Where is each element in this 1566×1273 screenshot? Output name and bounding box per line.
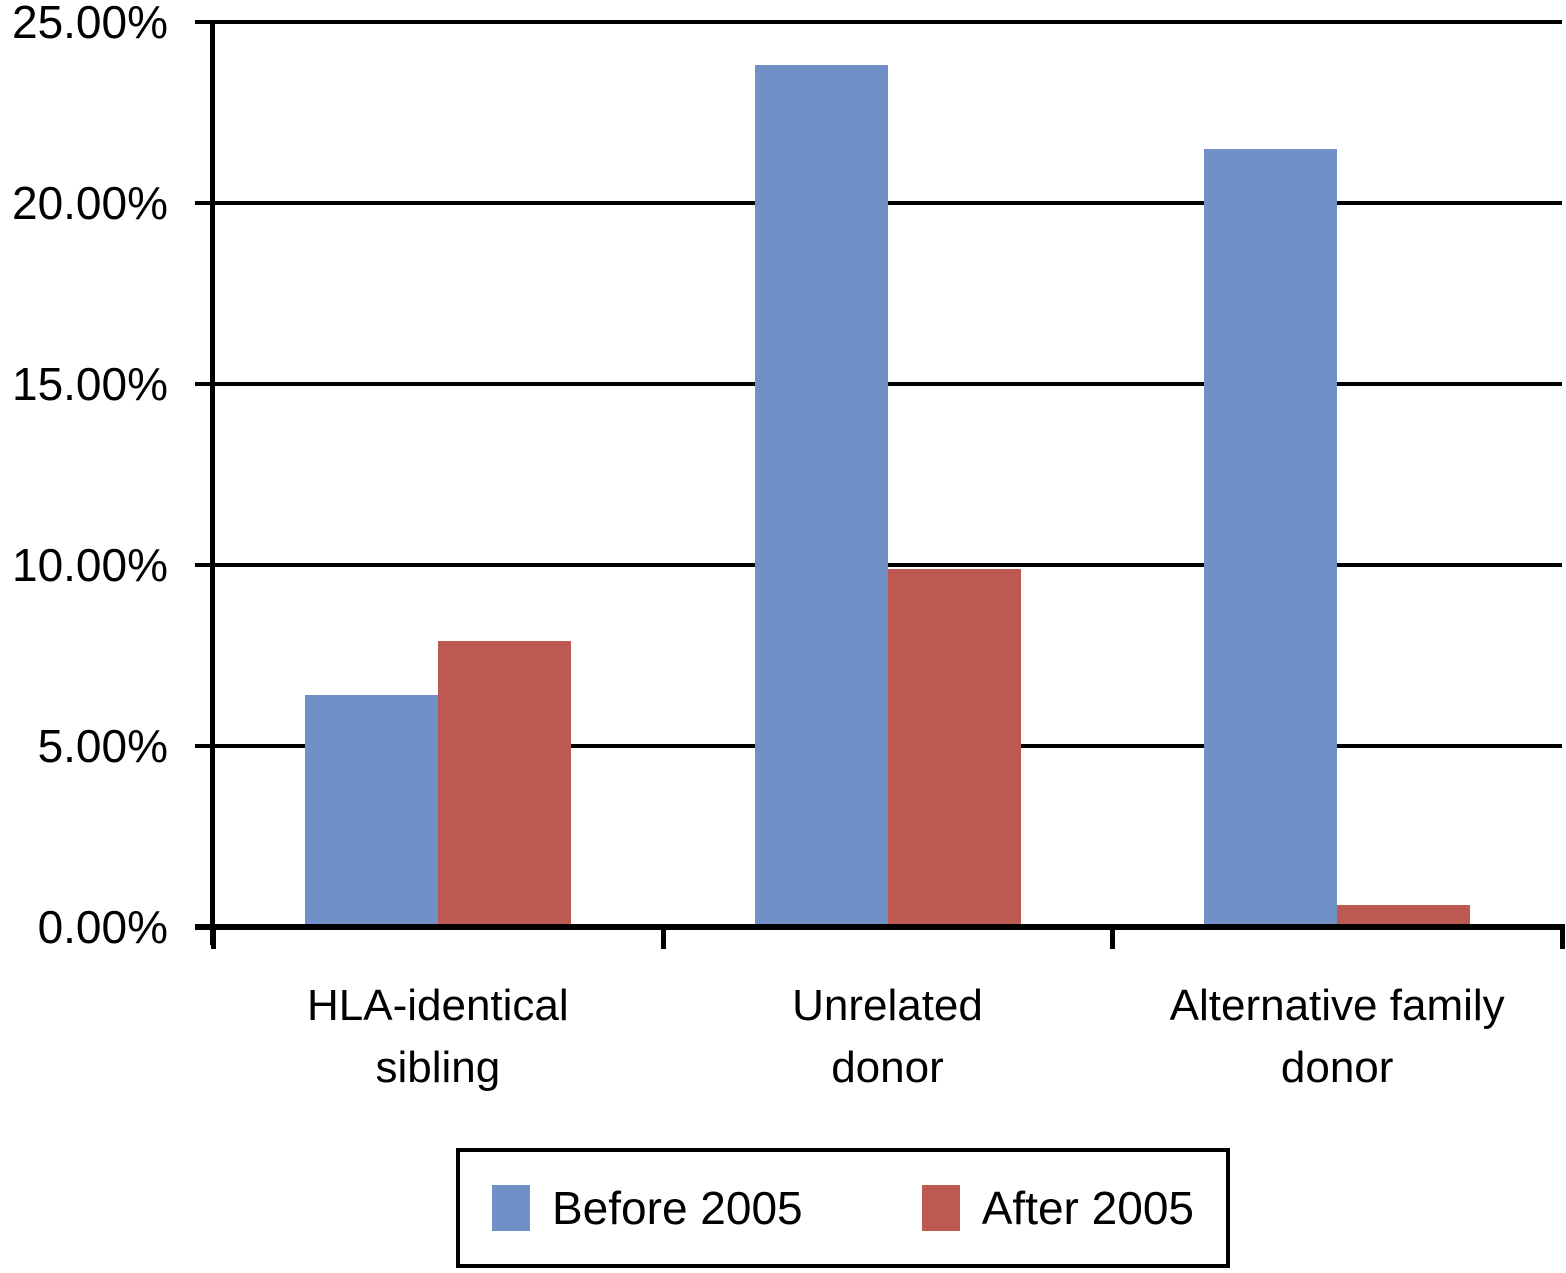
category-label-line: donor <box>1280 1043 1394 1092</box>
legend-swatch-before-2005-icon <box>492 1185 530 1231</box>
bar-after-2005-alternative-family-donor <box>1337 905 1471 927</box>
legend-item-after-2005: After 2005 <box>921 1181 1194 1235</box>
legend: Before 2005 After 2005 <box>456 1148 1230 1268</box>
y-axis-tick-label: 10.00% <box>11 539 168 591</box>
category-label-line: Alternative family <box>1169 981 1505 1030</box>
category-label-alternative-family-donor: Alternative family donor <box>1112 975 1562 1099</box>
gridline <box>195 20 1562 24</box>
category-label-line: Unrelated <box>792 981 983 1030</box>
category-label-line: sibling <box>375 1043 501 1092</box>
x-axis-tick <box>1110 927 1116 949</box>
bar-after-2005-hla-identical-sibling <box>437 641 571 927</box>
y-axis-line <box>210 20 215 945</box>
x-axis-tick <box>660 927 666 949</box>
y-axis-tick-label: 15.00% <box>11 358 168 410</box>
category-label-unrelated-donor: Unrelated donor <box>663 975 1113 1099</box>
y-axis-tick-label: 25.00% <box>11 0 168 48</box>
y-axis-tick-label: 20.00% <box>11 177 168 229</box>
category-label-line: donor <box>831 1043 944 1092</box>
bar-after-2005-unrelated-donor <box>887 568 1021 927</box>
x-axis-tick <box>211 927 216 949</box>
legend-label-after-2005: After 2005 <box>981 1182 1194 1234</box>
legend-item-before-2005: Before 2005 <box>492 1181 803 1235</box>
bar-before-2005-hla-identical-sibling <box>304 695 438 927</box>
legend-label-before-2005: Before 2005 <box>552 1182 803 1234</box>
category-label-hla-identical-sibling: HLA-identical sibling <box>213 975 663 1099</box>
category-label-line: HLA-identical <box>306 981 569 1030</box>
y-axis-tick-label: 5.00% <box>37 720 168 772</box>
x-axis-line <box>195 924 1565 930</box>
x-axis-tick <box>1560 927 1565 949</box>
bar-before-2005-unrelated-donor <box>754 65 888 927</box>
bar-before-2005-alternative-family-donor <box>1204 148 1338 927</box>
legend-swatch-after-2005-icon <box>921 1185 960 1231</box>
y-axis-tick-label: 0.00% <box>37 901 168 953</box>
